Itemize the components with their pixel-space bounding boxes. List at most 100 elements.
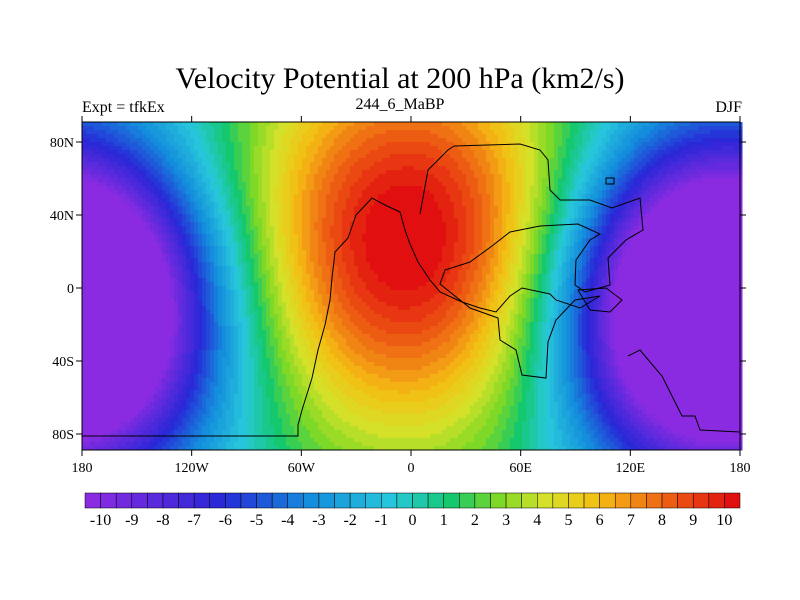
field-cell bbox=[386, 202, 391, 207]
field-cell bbox=[338, 170, 343, 175]
field-cell bbox=[270, 158, 275, 163]
field-cell bbox=[134, 158, 139, 163]
field-cell bbox=[442, 202, 447, 207]
field-cell bbox=[610, 214, 615, 219]
field-cell bbox=[210, 214, 215, 219]
field-cell bbox=[682, 198, 687, 203]
field-cell bbox=[690, 210, 695, 215]
field-cell bbox=[218, 174, 223, 179]
field-cell bbox=[122, 218, 127, 223]
field-cell bbox=[326, 194, 331, 199]
field-cell bbox=[294, 142, 299, 147]
field-cell bbox=[354, 170, 359, 175]
field-cell bbox=[154, 170, 159, 175]
field-cell bbox=[262, 174, 267, 179]
field-cell bbox=[286, 150, 291, 155]
field-cell bbox=[450, 146, 455, 151]
field-cell bbox=[290, 134, 295, 139]
field-cell bbox=[426, 150, 431, 155]
field-cell bbox=[662, 138, 667, 143]
field-cell bbox=[362, 214, 367, 219]
field-cell bbox=[646, 166, 651, 171]
field-cell bbox=[486, 210, 491, 215]
field-cell bbox=[234, 138, 239, 143]
field-cell bbox=[702, 238, 707, 243]
field-cell bbox=[606, 174, 611, 179]
field-cell bbox=[474, 162, 479, 167]
field-cell bbox=[98, 234, 103, 239]
field-cell bbox=[174, 218, 179, 223]
field-cell bbox=[570, 206, 575, 211]
field-cell bbox=[374, 134, 379, 139]
field-cell bbox=[322, 218, 327, 223]
field-cell bbox=[110, 122, 115, 127]
field-cell bbox=[258, 234, 263, 239]
field-cell bbox=[718, 202, 723, 207]
field-cell bbox=[198, 178, 203, 183]
field-cell bbox=[590, 122, 595, 127]
field-cell bbox=[662, 146, 667, 151]
field-cell bbox=[734, 146, 739, 151]
field-cell bbox=[506, 170, 511, 175]
field-cell bbox=[342, 166, 347, 171]
field-cell bbox=[670, 206, 675, 211]
field-cell bbox=[546, 170, 551, 175]
field-cell bbox=[206, 178, 211, 183]
field-cell bbox=[638, 206, 643, 211]
field-cell bbox=[278, 230, 283, 235]
field-cell bbox=[638, 170, 643, 175]
field-cell bbox=[626, 198, 631, 203]
field-cell bbox=[686, 238, 691, 243]
field-cell bbox=[722, 126, 727, 131]
field-cell bbox=[294, 190, 299, 195]
field-cell bbox=[366, 218, 371, 223]
field-cell bbox=[186, 122, 191, 127]
field-cell bbox=[718, 190, 723, 195]
field-cell bbox=[582, 162, 587, 167]
field-cell bbox=[254, 142, 259, 147]
field-cell bbox=[598, 142, 603, 147]
field-cell bbox=[686, 142, 691, 147]
field-cell bbox=[654, 230, 659, 235]
field-cell bbox=[458, 130, 463, 135]
field-cell bbox=[94, 150, 99, 155]
field-cell bbox=[394, 238, 399, 243]
field-cell bbox=[630, 202, 635, 207]
field-cell bbox=[454, 230, 459, 235]
field-cell bbox=[318, 190, 323, 195]
field-cell bbox=[198, 210, 203, 215]
field-cell bbox=[726, 142, 731, 147]
field-cell bbox=[550, 182, 555, 187]
field-cell bbox=[386, 134, 391, 139]
field-cell bbox=[574, 206, 579, 211]
field-cell bbox=[254, 186, 259, 191]
field-cell bbox=[694, 174, 699, 179]
field-cell bbox=[86, 186, 91, 191]
field-cell bbox=[462, 198, 467, 203]
field-cell bbox=[102, 198, 107, 203]
field-cell bbox=[106, 134, 111, 139]
field-cell bbox=[390, 158, 395, 163]
field-cell bbox=[114, 226, 119, 231]
field-cell bbox=[602, 198, 607, 203]
field-cell bbox=[734, 230, 739, 235]
field-cell bbox=[702, 214, 707, 219]
field-cell bbox=[414, 142, 419, 147]
field-cell bbox=[590, 198, 595, 203]
field-cell bbox=[618, 190, 623, 195]
field-cell bbox=[706, 130, 711, 135]
field-cell bbox=[178, 242, 183, 247]
field-cell bbox=[178, 150, 183, 155]
field-cell bbox=[218, 122, 223, 127]
field-cell bbox=[198, 142, 203, 147]
field-cell bbox=[590, 134, 595, 139]
field-cell bbox=[466, 190, 471, 195]
field-cell bbox=[734, 178, 739, 183]
field-cell bbox=[482, 138, 487, 143]
field-cell bbox=[274, 122, 279, 127]
field-cell bbox=[138, 234, 143, 239]
field-cell bbox=[666, 222, 671, 227]
field-cell bbox=[602, 186, 607, 191]
field-cell bbox=[446, 130, 451, 135]
field-cell bbox=[250, 198, 255, 203]
